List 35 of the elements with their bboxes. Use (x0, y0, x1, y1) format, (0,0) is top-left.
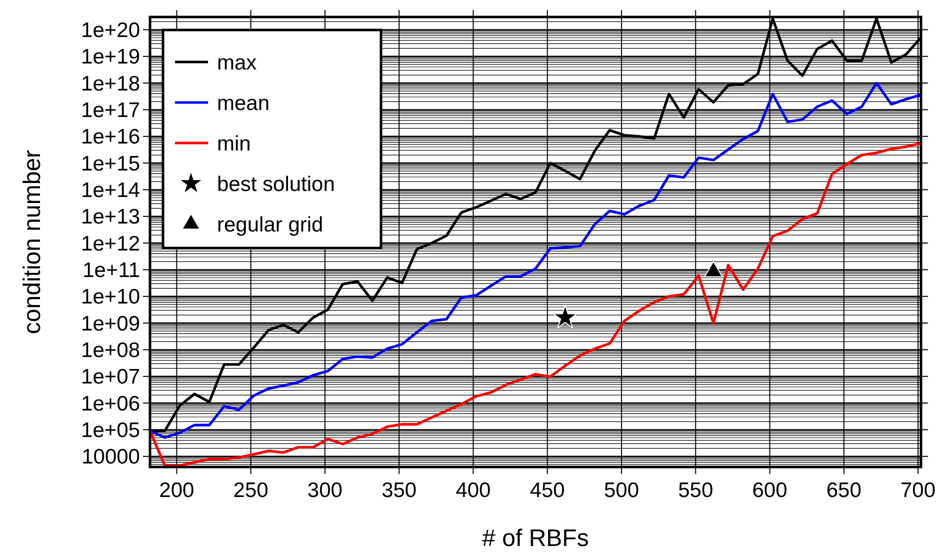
x-tick-label: 300 (307, 479, 342, 502)
x-tick-label: 550 (678, 479, 714, 502)
y-tick-label: 1e+05 (81, 419, 140, 442)
y-tick-label: 1e+11 (82, 259, 140, 282)
y-tick-label: 1e+09 (81, 312, 140, 336)
y-tick-label: 1e+06 (81, 392, 140, 416)
y-tick-label: 1e+08 (81, 339, 140, 362)
y-axis-title: condition number (19, 150, 46, 334)
y-tick-label: 1e+17 (81, 99, 140, 122)
x-tick-label: 500 (604, 479, 640, 502)
y-tick-label: 1e+13 (81, 206, 140, 229)
x-tick-label: 600 (752, 479, 788, 502)
y-tick-label: 10000 (82, 446, 140, 469)
x-tick-label: 450 (530, 479, 565, 502)
x-axis-title: # of RBFs (482, 525, 589, 552)
x-tick-label: 350 (382, 479, 417, 502)
y-tick-label: 1e+16 (81, 126, 140, 149)
x-tick-label: 700 (900, 479, 936, 502)
y-tick-label: 1e+12 (81, 232, 140, 256)
x-tick-label: 200 (159, 479, 194, 502)
y-tick-label: 1e+19 (81, 46, 140, 69)
x-tick-label: 650 (826, 479, 862, 502)
x-tick-label: 400 (456, 479, 491, 502)
legend-label: mean (217, 92, 270, 115)
legend-label: regular grid (217, 213, 324, 236)
legend-label: max (217, 51, 258, 74)
y-tick-label: 1e+18 (81, 72, 140, 96)
y-tick-label: 1e+15 (81, 152, 140, 176)
y-tick-label: 1e+07 (81, 366, 140, 389)
y-tick-label: 1e+10 (81, 286, 140, 309)
x-tick-label: 250 (233, 479, 268, 502)
legend-label: best solution (217, 172, 335, 196)
y-tick-label: 1e+20 (81, 19, 140, 42)
legend-label: min (217, 132, 251, 156)
y-tick-label: 1e+14 (81, 179, 140, 202)
